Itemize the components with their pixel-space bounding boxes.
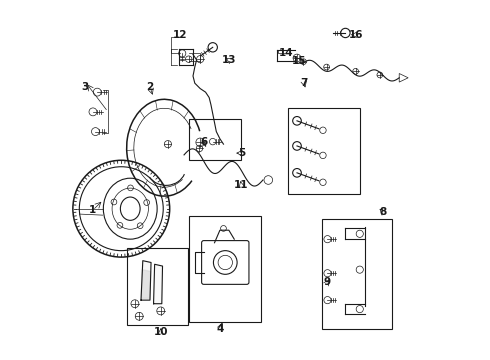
Bar [322,220,392,329]
Text: 7: 7 [300,78,308,88]
Polygon shape [141,261,151,300]
Text: 15: 15 [292,56,306,66]
Text: 14: 14 [279,48,294,58]
Bar [190,216,261,321]
Text: 4: 4 [216,324,223,334]
Bar [288,108,360,194]
Text: 1: 1 [89,206,96,216]
Text: 5: 5 [238,148,245,158]
Text: 8: 8 [379,207,387,217]
Polygon shape [141,270,151,298]
Text: 2: 2 [147,82,153,92]
Text: 9: 9 [324,277,331,287]
Polygon shape [153,264,163,304]
Text: 10: 10 [153,327,168,337]
Text: 16: 16 [349,30,364,40]
Bar [126,248,188,325]
Text: 6: 6 [200,138,207,147]
Bar [190,119,242,160]
Text: 13: 13 [221,55,236,65]
Text: 12: 12 [173,30,188,40]
Text: 11: 11 [234,180,248,190]
Text: 3: 3 [82,82,89,92]
